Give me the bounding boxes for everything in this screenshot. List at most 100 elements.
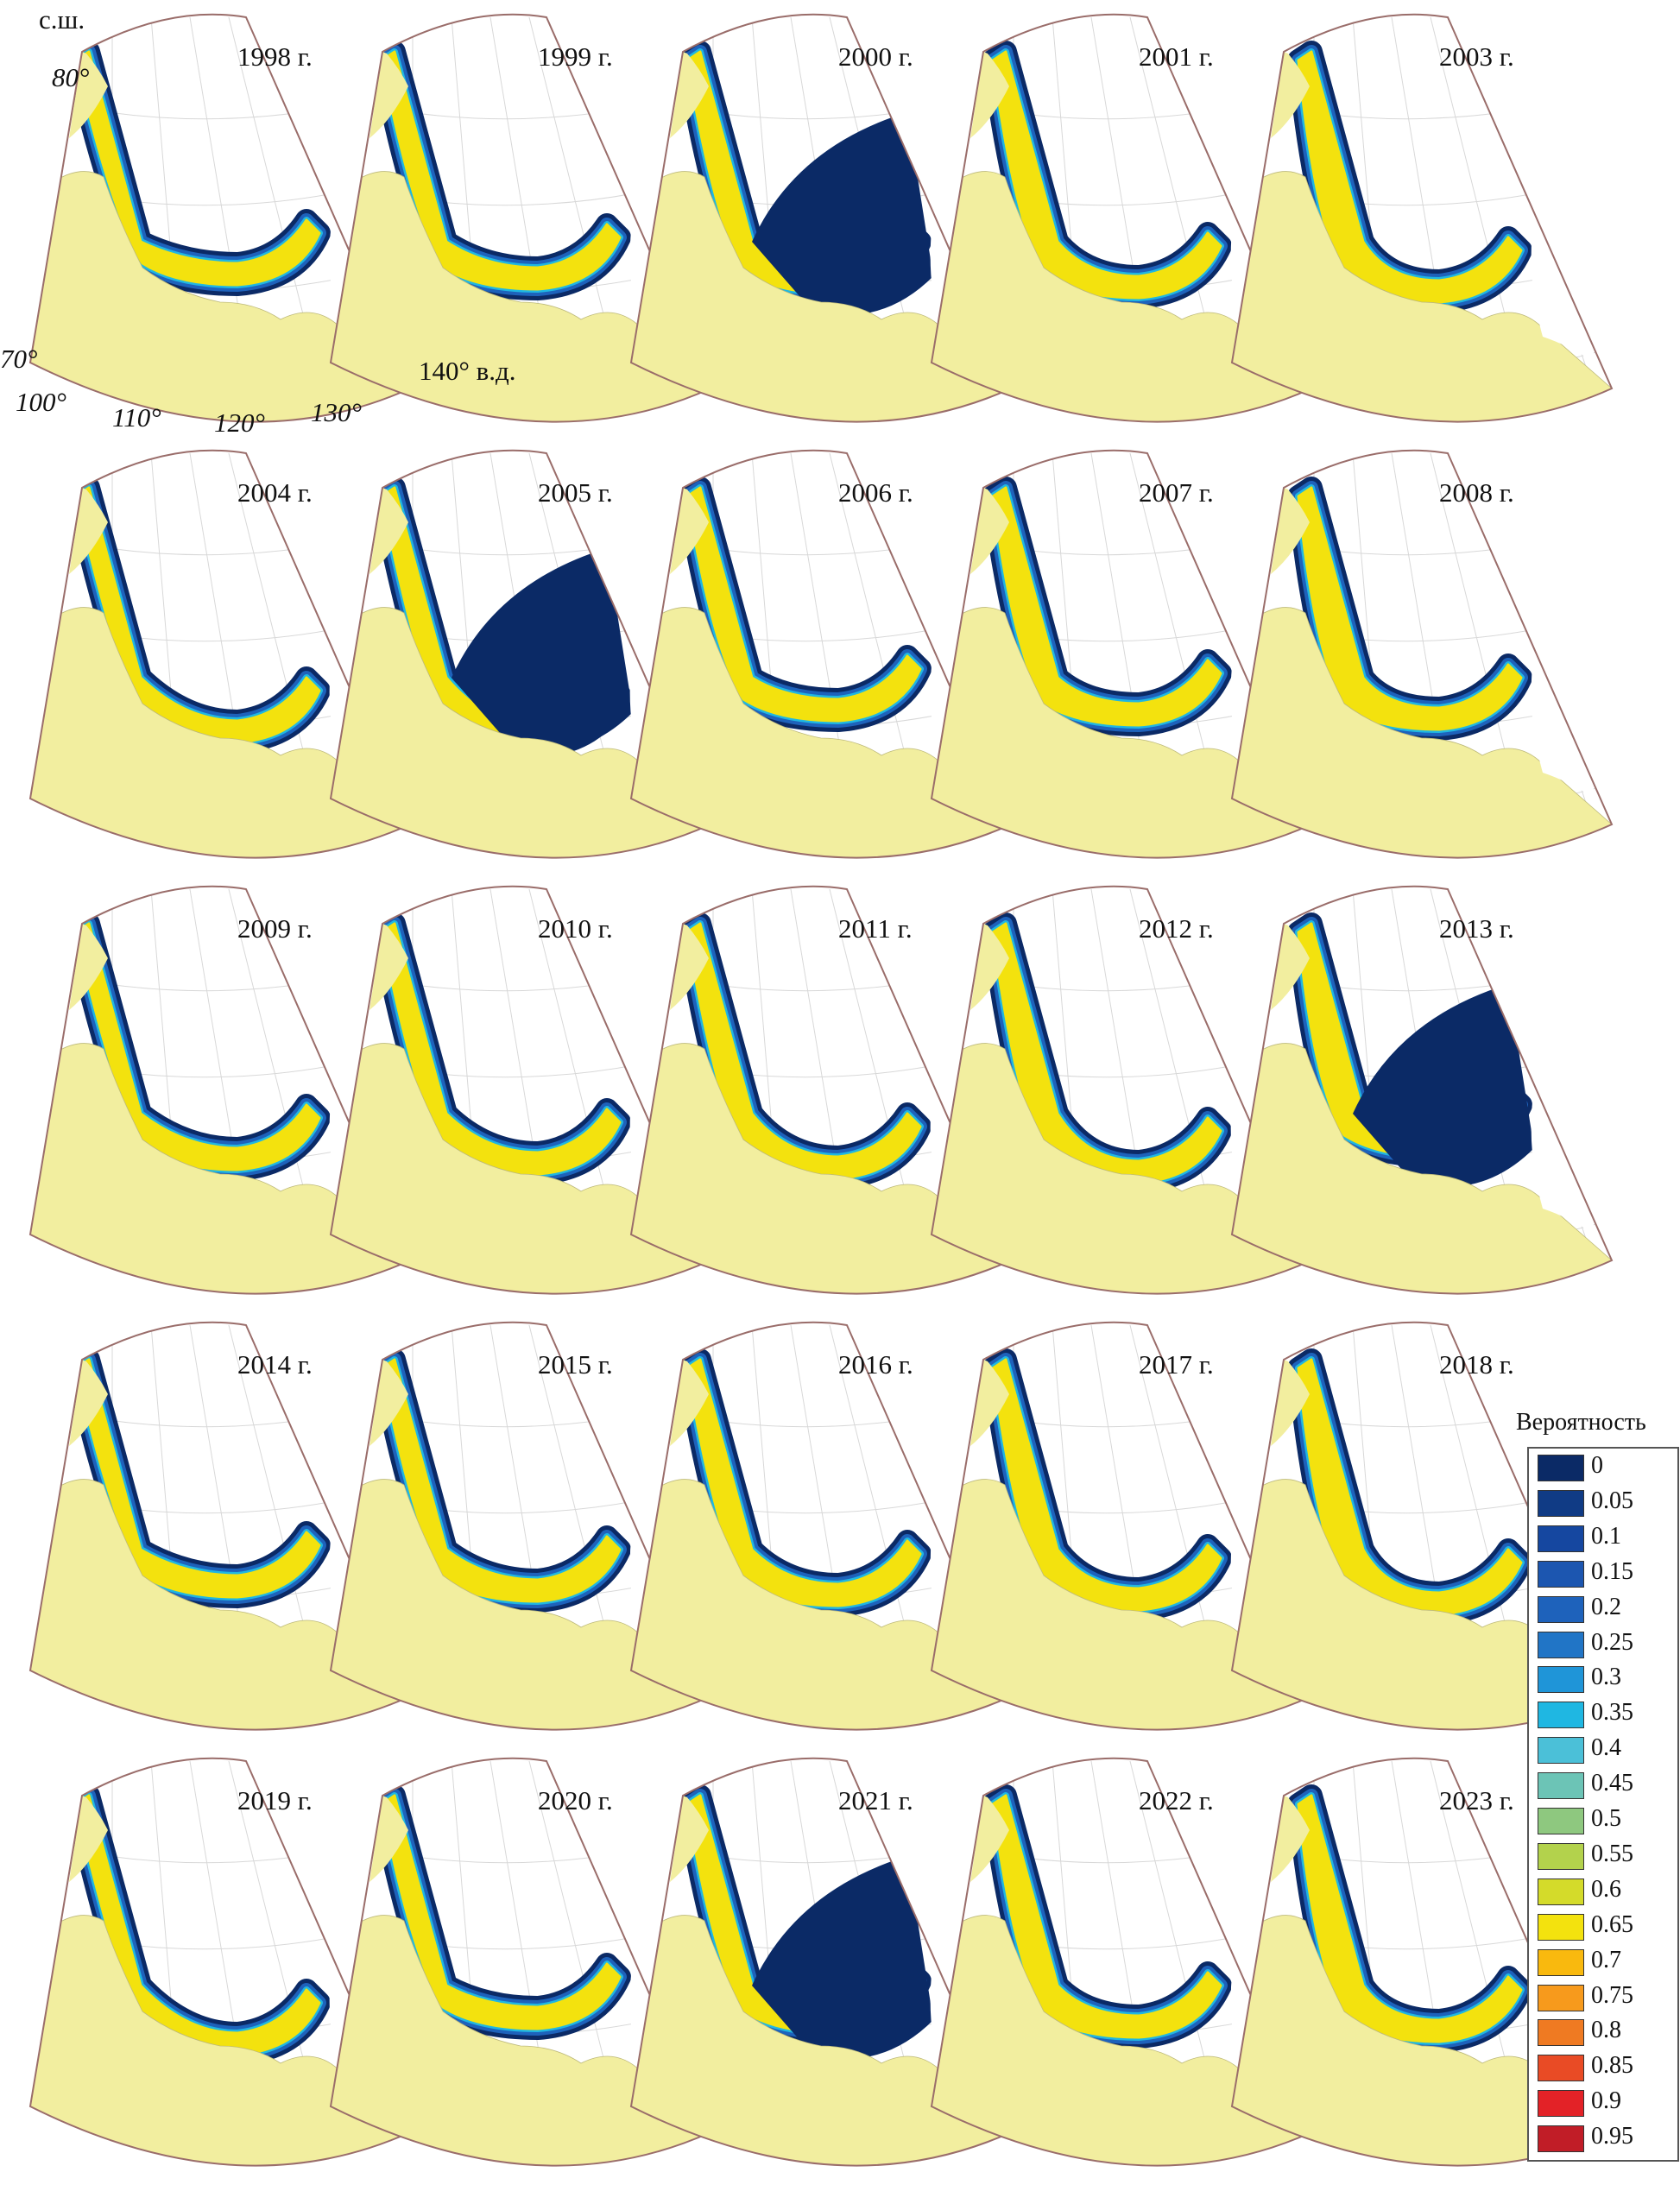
map-panel: 2020 г.: [322, 1757, 728, 2210]
legend-label: 0.15: [1591, 1557, 1633, 1585]
legend-label: 0: [1591, 1452, 1603, 1479]
legend-entry: 0.05: [1534, 1486, 1677, 1521]
year-label: 2013 г.: [1439, 913, 1514, 944]
map-frame: [1230, 13, 1614, 423]
map-svg: [930, 1757, 1313, 2167]
year-label: 2009 г.: [237, 913, 313, 944]
legend-entry: 0.7: [1534, 1945, 1677, 1980]
year-label: 2015 г.: [538, 1349, 613, 1380]
axis-label-lat-80: 80°: [52, 62, 90, 92]
map-svg: [329, 1321, 712, 1731]
legend-title: Вероятность: [1516, 1409, 1646, 1436]
legend-swatch: [1538, 2090, 1584, 2118]
map-frame: [329, 1321, 712, 1731]
map-panel: 2017 г.: [923, 1321, 1329, 1774]
year-label: 2018 г.: [1439, 1349, 1514, 1380]
legend-label: 0.9: [1591, 2087, 1621, 2115]
legend-label: 0.1: [1591, 1522, 1621, 1550]
legend-swatch: [1538, 1984, 1584, 2011]
year-label: 2006 г.: [838, 477, 913, 508]
map-svg: [329, 449, 712, 859]
map-svg: [629, 13, 1013, 423]
legend-swatch: [1538, 2019, 1584, 2047]
map-frame: [1230, 885, 1614, 1295]
legend-swatch: [1538, 1702, 1584, 1729]
map-panel: 2023 г.: [1223, 1757, 1629, 2210]
legend-entry: 0.6: [1534, 1874, 1677, 1910]
legend-entry: 0.35: [1534, 1697, 1677, 1733]
map-frame: [629, 449, 1013, 859]
year-label: 1998 г.: [237, 41, 313, 72]
legend-entry: 0.45: [1534, 1768, 1677, 1803]
legend-swatch: [1538, 1455, 1584, 1481]
map-svg: [1230, 449, 1614, 859]
legend-entry: 0: [1534, 1450, 1677, 1486]
map-frame: [28, 449, 412, 859]
map-panel: 1998 г.: [22, 13, 427, 466]
legend-swatch: [1538, 1737, 1584, 1765]
map-frame: [930, 13, 1313, 423]
legend-entry: 0.8: [1534, 2015, 1677, 2050]
ice-probability-region: [1353, 984, 1534, 1187]
year-label: 2021 г.: [838, 1785, 913, 1815]
legend-entry: 0.9: [1534, 2086, 1677, 2121]
map-frame: [329, 13, 712, 423]
year-label: 2004 г.: [237, 477, 313, 508]
ice-probability-band: [685, 486, 922, 723]
year-label: 2016 г.: [838, 1349, 913, 1380]
legend-swatch: [1538, 1560, 1584, 1588]
legend-entry: 0.15: [1534, 1556, 1677, 1592]
axis-label-lon-130: 130°: [311, 397, 362, 427]
map-svg: [629, 885, 1013, 1295]
year-label: 2017 г.: [1139, 1349, 1214, 1380]
legend-label: 0.8: [1591, 2017, 1621, 2044]
legend-entry: 0.85: [1534, 2050, 1677, 2086]
legend-box: 0 0.05 0.1 0.15 0.2 0.25 0.3 0.35 0.4 0.45 0.5 0.55…: [1527, 1447, 1679, 2162]
legend-swatch: [1538, 1808, 1584, 1834]
axis-label-lon-110: 110°: [112, 402, 161, 433]
legend-swatch: [1538, 1666, 1584, 1694]
map-frame: [329, 449, 712, 859]
year-label: 2008 г.: [1439, 477, 1514, 508]
legend-swatch: [1538, 1878, 1584, 1905]
legend-entry: 0.55: [1534, 1839, 1677, 1874]
map-svg: [1230, 1321, 1614, 1731]
legend-entry: 0.95: [1534, 2121, 1677, 2156]
map-svg: [629, 1321, 1013, 1731]
legend-label: 0.6: [1591, 1875, 1621, 1903]
year-label: 2007 г.: [1139, 477, 1214, 508]
legend-label: 0.7: [1591, 1946, 1621, 1973]
map-panel: 2022 г.: [923, 1757, 1329, 2210]
legend-entry: 0.4: [1534, 1733, 1677, 1768]
legend-label: 0.65: [1591, 1910, 1633, 1938]
legend-entry: 0.75: [1534, 1980, 1677, 2016]
map-panel: 2003 г.: [1223, 13, 1629, 466]
year-label: 2011 г.: [838, 913, 913, 944]
map-svg: [329, 1757, 712, 2167]
map-frame: [629, 1757, 1013, 2167]
legend-entry: 0.2: [1534, 1592, 1677, 1627]
legend-entry: 0.1: [1534, 1521, 1677, 1556]
legend-swatch: [1538, 1948, 1584, 1976]
legend-entry: 0.3: [1534, 1662, 1677, 1697]
map-frame: [329, 885, 712, 1295]
legend-entry: 0.65: [1534, 1910, 1677, 1945]
map-svg: [1230, 13, 1614, 423]
legend-label: 0.75: [1591, 1981, 1633, 2009]
year-label: 2010 г.: [538, 913, 613, 944]
map-frame: [329, 1757, 712, 2167]
ice-probability-band: [74, 50, 321, 287]
map-frame: [930, 1757, 1313, 2167]
axis-label-lon-120: 120°: [214, 407, 265, 438]
map-frame: [629, 1321, 1013, 1731]
legend-label: 0.35: [1591, 1699, 1633, 1727]
map-frame: [629, 13, 1013, 423]
map-svg: [1230, 1757, 1614, 2167]
map-svg: [329, 885, 712, 1295]
map-frame: [1230, 449, 1614, 859]
year-label: 2019 г.: [237, 1785, 313, 1815]
legend-swatch: [1538, 1772, 1584, 1800]
map-panel: 2005 г.: [322, 449, 728, 902]
legend-label: 0.5: [1591, 1805, 1621, 1832]
ice-probability-region: [452, 548, 633, 751]
